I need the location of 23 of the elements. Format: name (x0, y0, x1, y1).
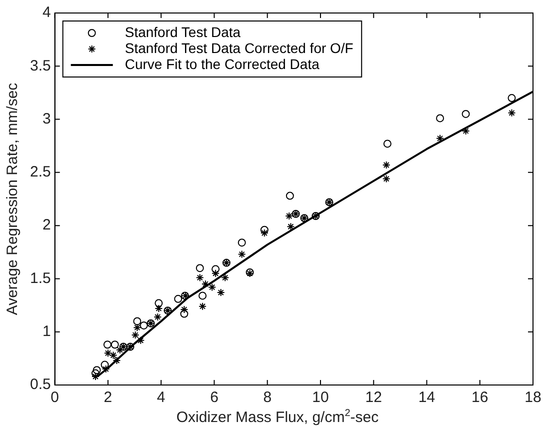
x-tick-label: 4 (156, 389, 166, 406)
legend-label: Stanford Test Data Corrected for O/F (124, 40, 354, 56)
x-tick-label: 10 (312, 389, 329, 406)
y-tick-label: 2 (42, 216, 51, 234)
y-tick-label: 3 (42, 110, 51, 128)
x-tick-label: 8 (263, 389, 272, 406)
x-tick-label: 18 (524, 389, 542, 406)
y-tick-label: 4 (42, 4, 51, 22)
y-tick-label: 3.5 (30, 57, 51, 74)
y-tick-label: 2.5 (30, 164, 51, 181)
y-tick-label: 1 (42, 323, 51, 340)
legend-label: Curve Fit to the Corrected Data (124, 56, 320, 72)
legend-label: Stanford Test Data (124, 24, 241, 40)
x-tick-label: 6 (210, 389, 218, 406)
y-tick-label: 1.5 (30, 270, 51, 287)
x-tick-label: 12 (365, 389, 382, 406)
y-axis-title: Average Regression Rate, mm/sec (4, 82, 22, 316)
x-tick-label: 16 (472, 389, 488, 406)
x-tick-label: 2 (104, 389, 112, 406)
x-axis-title: Oxidizer Mass Flux, g/cm$^{2}$-sec (175, 408, 380, 426)
y-tick-label: 0.5 (30, 376, 51, 394)
x-tick-label: 14 (418, 389, 436, 406)
x-tick-label: 0 (50, 389, 60, 406)
